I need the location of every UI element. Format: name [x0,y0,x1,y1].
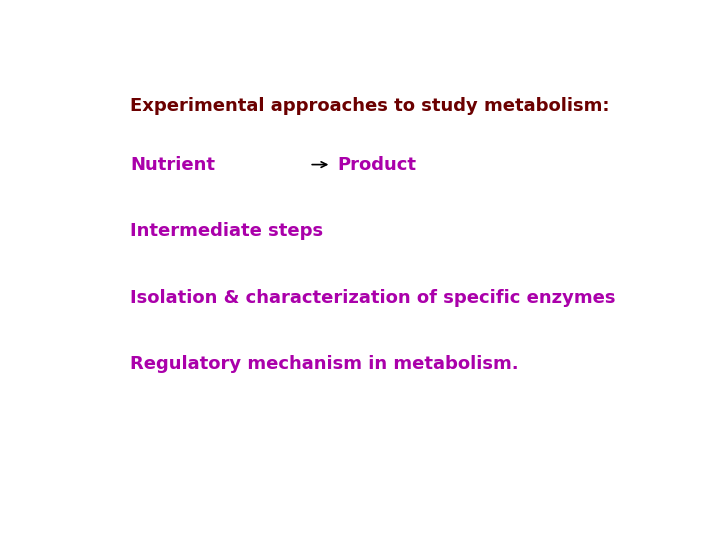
Text: Intermediate steps: Intermediate steps [130,222,323,240]
Text: Experimental approaches to study metabolism:: Experimental approaches to study metabol… [130,97,610,115]
Text: Isolation & characterization of specific enzymes: Isolation & characterization of specific… [130,289,616,307]
Text: Regulatory mechanism in metabolism.: Regulatory mechanism in metabolism. [130,355,519,373]
Text: Product: Product [337,156,416,173]
Text: Nutrient: Nutrient [130,156,215,173]
